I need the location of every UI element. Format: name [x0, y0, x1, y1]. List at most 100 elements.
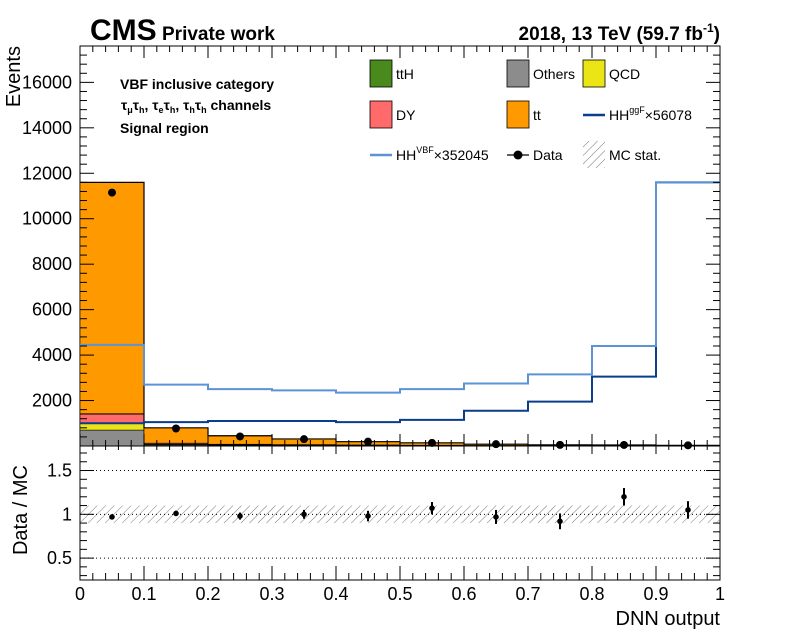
x-tick-label: 0.5	[387, 584, 412, 604]
legend-label-data: Data	[533, 147, 563, 163]
data-points	[108, 188, 692, 450]
ratio-y-tick-label: 1	[62, 504, 72, 524]
upper-y-tick-label: 14000	[22, 118, 72, 138]
legend-label-text: HH	[609, 107, 629, 123]
ratio-point-4	[365, 513, 371, 519]
signal-line-hh-vbf	[80, 181, 720, 394]
upper-y-tick-label: 4000	[32, 345, 72, 365]
ratio-point-8	[621, 493, 627, 500]
legend-label-tth: ttH	[396, 66, 414, 82]
signal-line-hh-ggf	[80, 181, 720, 425]
legend-entry-mcstat: MC stat.	[583, 141, 661, 168]
data-point-5	[428, 438, 436, 447]
data-point-9	[684, 441, 692, 450]
legend-entry-tt: tt	[506, 100, 541, 129]
ratio-point-2	[237, 513, 243, 519]
legend-label-dy: DY	[396, 107, 416, 123]
ratio-y-tick-label: 1.5	[47, 461, 72, 481]
legend-label-mcstat: MC stat.	[609, 147, 661, 163]
x-tick-label: 0.6	[451, 584, 476, 604]
ratio-point-7	[557, 518, 563, 525]
legend-entry-data: Data	[507, 147, 563, 163]
ratio-points	[109, 488, 691, 530]
data-point-8	[620, 440, 628, 449]
legend-label-others: Others	[533, 66, 575, 82]
channels-annotation: τμτh, τeτh, τhτh channels	[121, 97, 271, 115]
ratio-y-axis-title: Data / MC	[10, 465, 32, 555]
ratio-y-axis: 0.5 1 1.5	[47, 452, 720, 577]
upper-y-tick-label: 2000	[32, 391, 72, 411]
x-tick-label: 0.7	[515, 584, 540, 604]
legend-entry-dy: DY	[369, 100, 416, 129]
legend-label-suffix: ×56078	[645, 107, 692, 123]
experiment-label: CMS	[90, 14, 157, 47]
legend-label-text: MC stat.	[609, 147, 661, 163]
upper-y-axis-title: Events	[3, 46, 25, 107]
bar-qcd-bin-0	[79, 422, 145, 431]
legend-swatch-tth	[369, 59, 393, 88]
private-work-label: Private work	[162, 24, 275, 45]
x-axis: 0 0.1 0.2 0.3 0.4 0.5 0.6 0.7 0.8 0.9 1	[75, 446, 725, 604]
legend-label-sup: VBF	[416, 145, 434, 155]
legend-label-tt: tt	[533, 107, 541, 123]
x-tick-label: 0.2	[195, 584, 220, 604]
legend-entry-qcd: QCD	[582, 59, 640, 88]
lumi-sup: -1	[703, 21, 714, 35]
legend-label-hh_ggf: HHggF×56078	[609, 105, 692, 123]
x-tick-label: 0.1	[131, 584, 156, 604]
upper-y-axis: 2000 4000 6000 8000 10000 12000 14000 16000	[22, 46, 721, 446]
data-point-1	[172, 424, 180, 433]
legend-label-suffix: ×352045	[434, 147, 489, 163]
data-point-2	[236, 432, 244, 441]
ratio-point-3	[301, 511, 307, 518]
x-tick-label: 0.3	[259, 584, 284, 604]
upper-y-tick-label: 12000	[22, 163, 72, 183]
legend-swatch-others	[506, 59, 530, 88]
legend-label-hh_vbf: HHVBF×352045	[396, 145, 489, 163]
main-panel: 2000 4000 6000 8000 10000 12000 14000 16000 Eve…	[3, 45, 721, 450]
legend-swatch-dy	[369, 100, 393, 129]
legend-label-text: DY	[396, 107, 416, 123]
legend-label-qcd: QCD	[609, 66, 640, 82]
lumi-close: )	[714, 24, 720, 45]
upper-y-tick-label: 8000	[32, 254, 72, 274]
stacked-histogram	[79, 181, 721, 447]
category-annotation: VBF inclusive category	[120, 76, 274, 92]
data-point-4	[364, 437, 372, 446]
legend-swatch-tt	[506, 100, 530, 129]
bar-dy-bin-0	[79, 413, 145, 424]
ratio-panel: 0.5 1 1.5 0 0.1 0.2 0.3 0.4 0.5 0.6 0.7 0.8 0.9 1 Da…	[10, 445, 725, 630]
ratio-point-6	[493, 514, 499, 520]
ratio-point-9	[685, 507, 691, 513]
legend-label-sup: ggF	[629, 105, 645, 115]
legend-swatch-mcstat	[583, 141, 605, 168]
legend-label-text: QCD	[609, 66, 640, 82]
legend-entry-others: Others	[506, 59, 575, 88]
ratio-point-5	[429, 505, 435, 511]
x-axis-title: DNN output	[616, 608, 721, 630]
x-tick-label: 0.8	[579, 584, 604, 604]
ratio-point-0	[109, 514, 115, 520]
upper-y-tick-label: 10000	[22, 209, 72, 229]
upper-y-tick-label: 16000	[22, 72, 72, 92]
bar-tt-bin-0	[79, 182, 145, 415]
upper-y-tick-label: 6000	[32, 300, 72, 320]
legend-swatch-data	[513, 150, 523, 160]
legend-entry-tth: ttH	[369, 59, 414, 88]
legend-swatch-qcd	[582, 59, 606, 88]
data-point-0	[108, 188, 116, 197]
ratio-gridlines	[80, 470, 720, 559]
data-point-6	[492, 440, 500, 449]
ratio-point-1	[173, 510, 179, 517]
signal-lines	[80, 181, 720, 425]
data-point-7	[556, 440, 564, 449]
region-annotation: Signal region	[120, 120, 209, 136]
legend-label-text: ttH	[396, 66, 414, 82]
legend-label-text: HH	[396, 147, 416, 163]
x-tick-label: 0.9	[643, 584, 668, 604]
legend-label-text: Data	[533, 147, 563, 163]
bar-others-bin-0	[79, 429, 145, 447]
legend-entry-hh_ggf: HHggF×56078	[583, 105, 692, 123]
